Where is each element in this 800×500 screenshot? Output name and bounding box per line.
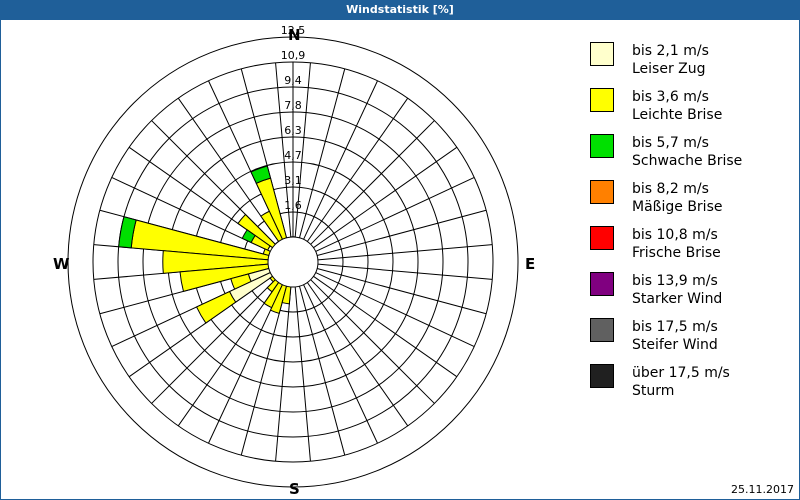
legend-swatch-icon [590, 226, 614, 250]
legend-label: Frische Brise [632, 245, 721, 261]
compass-north: N [288, 26, 301, 44]
legend-range: über 17,5 m/s [632, 365, 730, 381]
legend-swatch-icon [590, 42, 614, 66]
legend-label: Leiser Zug [632, 61, 706, 77]
compass-west: W [53, 255, 70, 273]
svg-text:12,5: 12,5 [281, 24, 306, 37]
date-stamp: 25.11.2017 [731, 483, 794, 496]
legend-swatch-icon [590, 318, 614, 342]
legend-swatch-icon [590, 272, 614, 296]
legend-range: bis 8,2 m/s [632, 181, 709, 197]
legend-swatch-icon [590, 180, 614, 204]
svg-text:1,6: 1,6 [284, 199, 302, 212]
svg-text:4,7: 4,7 [284, 149, 302, 162]
legend-range: bis 13,9 m/s [632, 273, 718, 289]
chart-title: Windstatistik [%] [0, 0, 800, 20]
compass-south: S [289, 480, 300, 498]
compass-east: E [525, 255, 536, 273]
svg-text:6,3: 6,3 [284, 124, 302, 137]
legend-label: Mäßige Brise [632, 199, 723, 215]
legend-label: Sturm [632, 383, 675, 399]
svg-text:7,8: 7,8 [284, 99, 302, 112]
legend-swatch-icon [590, 364, 614, 388]
legend-label: Schwache Brise [632, 153, 743, 169]
legend-label: Leichte Brise [632, 107, 723, 123]
legend-range: bis 2,1 m/s [632, 43, 709, 59]
svg-text:3,1: 3,1 [284, 174, 302, 187]
legend-range: bis 17,5 m/s [632, 319, 718, 335]
legend-range: bis 5,7 m/s [632, 135, 709, 151]
svg-text:9,4: 9,4 [284, 74, 302, 87]
legend-range: bis 3,6 m/s [632, 89, 709, 105]
legend-label: Starker Wind [632, 291, 723, 307]
legend-range: bis 10,8 m/s [632, 227, 718, 243]
svg-text:10,9: 10,9 [281, 49, 306, 62]
legend-swatch-icon [590, 134, 614, 158]
legend-label: Steifer Wind [632, 337, 718, 353]
wind-rose-chart: 1,6 3,1 4,7 6,3 7,8 9,4 10,9 12,5 [67, 24, 519, 488]
legend-swatch-icon [590, 88, 614, 112]
